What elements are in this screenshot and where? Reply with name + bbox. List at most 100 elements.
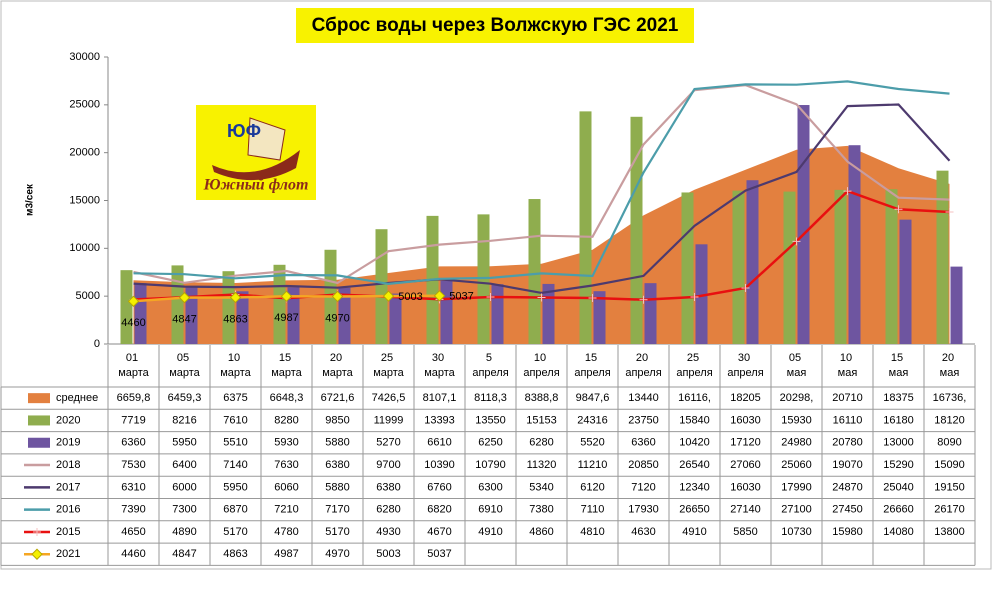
- table-value: 7530: [121, 459, 145, 471]
- y-tick-label: 25000: [69, 99, 100, 111]
- table-value: 15153: [526, 414, 557, 426]
- x-tick-label-part: апреля: [676, 367, 712, 379]
- bar: [936, 170, 949, 344]
- bar: [950, 266, 963, 344]
- x-tick-label-part: 20: [942, 352, 957, 364]
- table-value: 9850: [325, 414, 349, 426]
- table-value: 6610: [427, 437, 451, 449]
- table-value: 10790: [475, 459, 506, 471]
- title-box: [296, 8, 694, 43]
- table-value: 16030: [730, 481, 761, 493]
- table-value: 7610: [223, 414, 247, 426]
- x-tick-label-part: марта: [169, 367, 200, 379]
- table-value: 7300: [172, 504, 196, 516]
- table-value: 5170: [223, 526, 247, 538]
- table-value: 20780: [832, 437, 863, 449]
- x-tick-label: 10 апреля: [523, 352, 559, 379]
- legend-label: 2017: [56, 481, 80, 493]
- table-value: 7170: [325, 504, 349, 516]
- table-value: 8216: [172, 414, 196, 426]
- x-tick-label-part: мая: [889, 367, 909, 379]
- marker: [741, 284, 750, 293]
- table-value: 6659,8: [117, 392, 151, 404]
- table-value: 6459,3: [168, 392, 202, 404]
- x-tick-label-part: апреля: [625, 367, 661, 379]
- table-value: 20710: [832, 392, 863, 404]
- table-value: 18205: [730, 392, 761, 404]
- x-tick-label: 05 мая: [787, 352, 807, 379]
- table-value: 4780: [274, 526, 298, 538]
- bar: [899, 219, 912, 344]
- bar: [171, 265, 184, 344]
- table-value: 11999: [374, 414, 404, 426]
- bar: [630, 116, 643, 345]
- table-value: 4630: [631, 526, 655, 538]
- x-tick-label: 25 апреля: [676, 352, 712, 379]
- x-tick-label-part: марта: [322, 367, 353, 379]
- line: [133, 83, 950, 285]
- bar: [783, 191, 796, 344]
- x-tick-label-part: марта: [271, 367, 302, 379]
- table-value: 6360: [121, 437, 145, 449]
- bar: [797, 105, 810, 345]
- table-value: 4987: [274, 548, 298, 560]
- table-value: 15090: [934, 459, 965, 471]
- table-value: 19070: [832, 459, 863, 471]
- legend-label: среднее: [56, 392, 98, 404]
- table-value: 24316: [577, 414, 608, 426]
- table-value: 14080: [883, 526, 914, 538]
- table-value: 26660: [883, 504, 914, 516]
- marker: [945, 207, 954, 216]
- marker: [639, 295, 648, 304]
- table-value: 6870: [223, 504, 247, 516]
- table-value: 6380: [376, 481, 400, 493]
- table-value: 4930: [376, 526, 400, 538]
- y-tick-label: 20000: [69, 147, 100, 159]
- table-value: 7140: [223, 459, 247, 471]
- x-tick-label-part: мая: [838, 367, 858, 379]
- bar: [579, 111, 592, 345]
- marker: [331, 290, 344, 303]
- table-value: 27450: [832, 504, 863, 516]
- table-value: 7630: [274, 459, 298, 471]
- x-tick-label-part: апреля: [727, 367, 763, 379]
- bar: [593, 291, 606, 344]
- table-value: 16110: [833, 414, 863, 426]
- table-value: 5003: [376, 548, 400, 560]
- legend-marker: [31, 548, 43, 560]
- table-value: 10390: [424, 459, 455, 471]
- legend-key: [28, 437, 50, 448]
- logo: ЮФ Южный флот: [196, 105, 316, 200]
- marker: [843, 187, 852, 196]
- x-tick-label-part: 01: [126, 352, 141, 364]
- table-value: 6060: [274, 481, 298, 493]
- bar: [644, 283, 657, 344]
- table-value: 5170: [325, 526, 349, 538]
- y-tick-label: 15000: [69, 194, 100, 206]
- bar: [695, 244, 708, 344]
- table-value: 12340: [679, 481, 710, 493]
- x-tick-label-part: 25: [687, 352, 702, 364]
- x-tick-label-part: 20: [636, 352, 651, 364]
- x-tick-label-part: 05: [177, 352, 192, 364]
- x-tick-label-part: марта: [373, 367, 404, 379]
- line: [133, 80, 950, 286]
- table-value: 4650: [121, 526, 145, 538]
- bar: [681, 192, 694, 344]
- marker: [792, 237, 801, 246]
- table-value: 4460: [121, 548, 145, 560]
- table-value: 13000: [883, 437, 914, 449]
- marker: [127, 295, 140, 308]
- x-tick-label: 20 мая: [940, 352, 960, 379]
- x-tick-label: 30 апреля: [727, 352, 763, 379]
- table-value: 4910: [682, 526, 706, 538]
- table-value: 16180: [883, 414, 914, 426]
- table-value: 16116,: [678, 392, 711, 404]
- table-value: 6400: [172, 459, 196, 471]
- table-value: 11320: [527, 459, 557, 471]
- bar: [477, 214, 490, 344]
- table-value: 6721,6: [321, 392, 355, 404]
- table-value: 4863: [223, 548, 247, 560]
- x-tick-label-part: марта: [424, 367, 455, 379]
